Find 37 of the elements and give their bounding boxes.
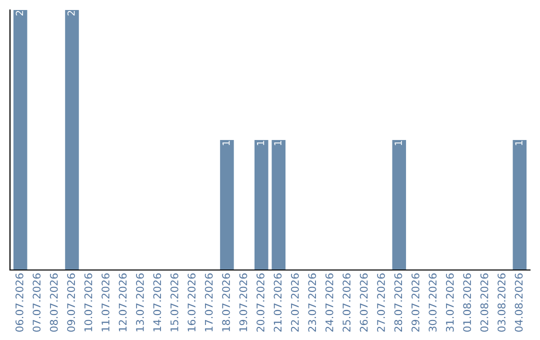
- data-label: 1: [515, 140, 522, 146]
- x-tick-label: 04.08.2026: [514, 273, 523, 332]
- x-tick-label: 20.07.2026: [256, 273, 264, 332]
- x-tick-label: 24.07.2026: [325, 273, 334, 332]
- x-tick-label: 13.07.2026: [136, 273, 144, 332]
- x-tick-label: 29.07.2026: [412, 273, 420, 332]
- x-tick-label: 26.07.2026: [360, 273, 368, 332]
- x-tick-label: 23.07.2026: [308, 273, 316, 332]
- x-tick-label: 11.07.2026: [102, 273, 110, 332]
- x-tick-label: 25.07.2026: [342, 273, 351, 332]
- x-tick-label: 19.07.2026: [239, 273, 248, 332]
- x-tick-label: 09.07.2026: [67, 273, 76, 332]
- data-label: 2: [16, 10, 24, 16]
- x-tick-label: 18.07.2026: [222, 273, 230, 332]
- x-tick-label: 28.07.2026: [394, 273, 402, 332]
- x-tick-label: 17.07.2026: [204, 273, 213, 332]
- x-tick-label: 30.07.2026: [428, 273, 437, 332]
- x-tick-label: 27.07.2026: [377, 273, 385, 332]
- data-label: 1: [256, 140, 264, 146]
- x-tick-label: 03.08.2026: [498, 273, 506, 332]
- x-tick-label: 08.07.2026: [50, 273, 58, 332]
- x-tick-label: 12.07.2026: [118, 273, 127, 332]
- x-tick-label: 14.07.2026: [153, 273, 162, 332]
- data-label: 2: [67, 10, 75, 16]
- x-tick-label: 02.08.2026: [480, 273, 488, 332]
- x-tick-label: 06.07.2026: [15, 273, 24, 332]
- x-tick-label: 15.07.2026: [170, 273, 178, 332]
- data-label: 1: [274, 140, 282, 146]
- x-tick-label: 22.07.2026: [290, 273, 299, 332]
- x-tick-label: 10.07.2026: [84, 273, 92, 332]
- data-label: 1: [222, 140, 230, 146]
- data-label: 1: [394, 140, 402, 146]
- x-tick-label: 07.07.2026: [32, 273, 41, 332]
- x-tick-label: 01.08.2026: [463, 273, 472, 332]
- x-tick-label: 16.07.2026: [188, 273, 196, 332]
- x-tick-label: 21.07.2026: [274, 273, 282, 332]
- x-tick-label: 31.07.2026: [446, 273, 454, 332]
